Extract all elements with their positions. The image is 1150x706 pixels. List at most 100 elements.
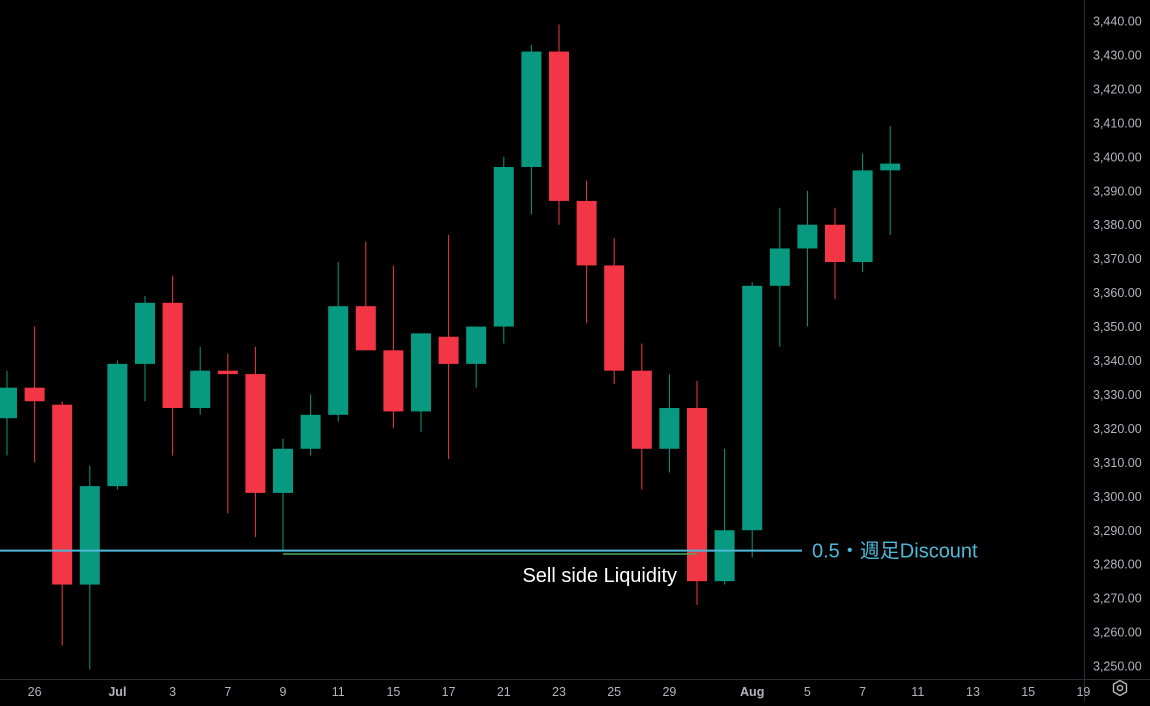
candle-body [742, 285, 763, 531]
time-tick-label: 21 [497, 685, 511, 699]
price-tick-label: 3,320.00 [1093, 422, 1142, 436]
candle [273, 438, 293, 551]
price-tick-label: 3,370.00 [1093, 252, 1142, 266]
candle-body [245, 374, 266, 493]
candle [493, 156, 514, 344]
candle-body [493, 166, 514, 327]
time-tick-label: 15 [386, 685, 400, 699]
annotations-layer: 0.5・週足Discount Sell side Liquidity [0, 540, 978, 587]
candle [328, 262, 349, 422]
candle-body [604, 265, 625, 371]
candle-body [217, 370, 238, 375]
candle-body [273, 448, 293, 493]
candle-body [383, 350, 404, 412]
candle [24, 326, 45, 463]
candle [355, 241, 376, 351]
candle [852, 153, 873, 273]
price-tick-label: 3,310.00 [1093, 456, 1142, 470]
time-tick-label: 11 [911, 685, 924, 699]
candle-body [79, 486, 100, 585]
price-tick-label: 3,270.00 [1093, 592, 1142, 606]
price-axis: 3,250.00 3,260.00 3,270.00 3,280.00 3,290.00… [1093, 15, 1142, 674]
candle [797, 190, 818, 327]
price-tick-label: 3,330.00 [1093, 388, 1142, 402]
candle-body [659, 408, 680, 449]
candle-body [328, 306, 349, 415]
candle-body [825, 224, 845, 263]
candle-body [24, 387, 45, 402]
time-tick-label: 23 [552, 685, 566, 699]
candle [880, 126, 901, 235]
candle [769, 207, 790, 347]
candle [135, 295, 155, 402]
candle-body [521, 51, 542, 167]
candle [411, 333, 431, 432]
candle-body [466, 326, 487, 364]
candle-body [411, 333, 431, 412]
candle [217, 353, 238, 514]
price-tick-label: 3,420.00 [1093, 82, 1142, 96]
candle-body [797, 224, 818, 249]
candle-body [852, 170, 873, 263]
candle-body [549, 51, 569, 201]
candle [162, 275, 183, 456]
time-tick-label: 7 [224, 685, 231, 699]
candle [79, 465, 100, 670]
candle-body [107, 363, 128, 487]
price-tick-label: 3,280.00 [1093, 558, 1142, 572]
time-tick-label: 3 [169, 685, 176, 699]
candle-body [0, 387, 17, 419]
candle-body [576, 200, 597, 266]
price-tick-label: 3,250.00 [1093, 660, 1142, 674]
candle [576, 180, 597, 324]
time-tick-label: 11 [332, 685, 345, 699]
candle [604, 238, 625, 385]
time-tick-label: Aug [740, 685, 764, 699]
candle [714, 448, 735, 585]
discount-level-label: 0.5・週足Discount [812, 540, 978, 563]
candle [383, 265, 404, 429]
candle [245, 346, 266, 538]
price-tick-label: 3,300.00 [1093, 490, 1142, 504]
candle-body [714, 530, 735, 582]
candle-body [52, 404, 73, 585]
candle [52, 401, 73, 646]
candle-body [355, 306, 376, 351]
candle [466, 326, 487, 388]
price-tick-label: 3,400.00 [1093, 150, 1142, 164]
candles-layer [0, 24, 901, 670]
price-tick-label: 3,410.00 [1093, 116, 1142, 130]
time-tick-label: 26 [28, 685, 42, 699]
price-tick-label: 3,350.00 [1093, 320, 1142, 334]
settings-gear-icon[interactable] [1110, 678, 1130, 698]
candle [742, 282, 763, 558]
candle-body [769, 248, 790, 286]
candle-body [300, 414, 321, 449]
price-tick-label: 3,260.00 [1093, 626, 1142, 640]
candle [549, 24, 569, 225]
candle-body [880, 163, 901, 171]
time-tick-label: 5 [804, 685, 811, 699]
price-tick-label: 3,360.00 [1093, 286, 1142, 300]
time-tick-label: 9 [280, 685, 287, 699]
candle [687, 380, 707, 605]
time-tick-label: 15 [1021, 685, 1035, 699]
time-tick-label: 29 [662, 685, 676, 699]
candle [300, 394, 321, 456]
time-tick-label: 17 [442, 685, 456, 699]
candle [825, 207, 845, 300]
candle [631, 343, 652, 490]
price-tick-label: 3,380.00 [1093, 218, 1142, 232]
price-tick-label: 3,290.00 [1093, 524, 1142, 538]
sell-side-liquidity-label: Sell side Liquidity [522, 565, 677, 587]
time-tick-label: 7 [859, 685, 866, 699]
candle-body [190, 370, 211, 409]
time-tick-label: 25 [607, 685, 621, 699]
time-tick-label: 19 [1076, 685, 1090, 699]
candle [0, 370, 17, 456]
candle [190, 346, 211, 415]
candle-body [438, 336, 459, 364]
candle-body [162, 302, 183, 409]
